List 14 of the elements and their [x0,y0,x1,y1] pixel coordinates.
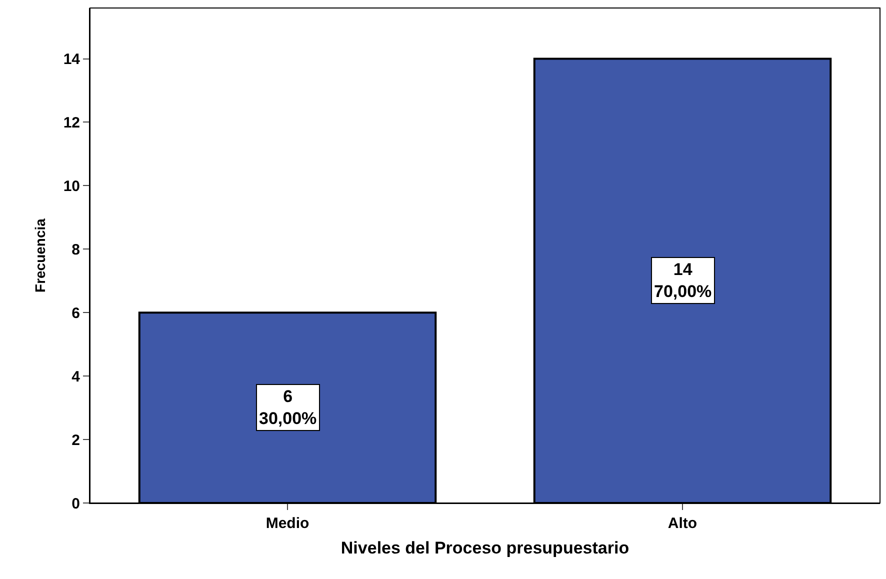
x-tick-label: Medio [266,515,310,532]
y-tick-label: 6 [72,304,80,322]
y-tick-label: 14 [63,51,81,68]
x-axis-title: Niveles del Proceso presupuestario [340,538,630,558]
y-tick-label: 4 [72,368,81,386]
y-tick-label: 2 [72,432,80,449]
y-tick-label: 8 [72,241,80,258]
data-label: 14 70,00% [654,260,712,302]
y-tick-label: 12 [63,114,80,132]
data-label: 6 30,00% [259,387,317,428]
y-tick-label: 10 [63,178,80,195]
y-axis-title: Frecuencia [32,218,48,292]
y-tick-label: 0 [72,495,80,512]
x-tick-label: Alto [668,515,698,532]
